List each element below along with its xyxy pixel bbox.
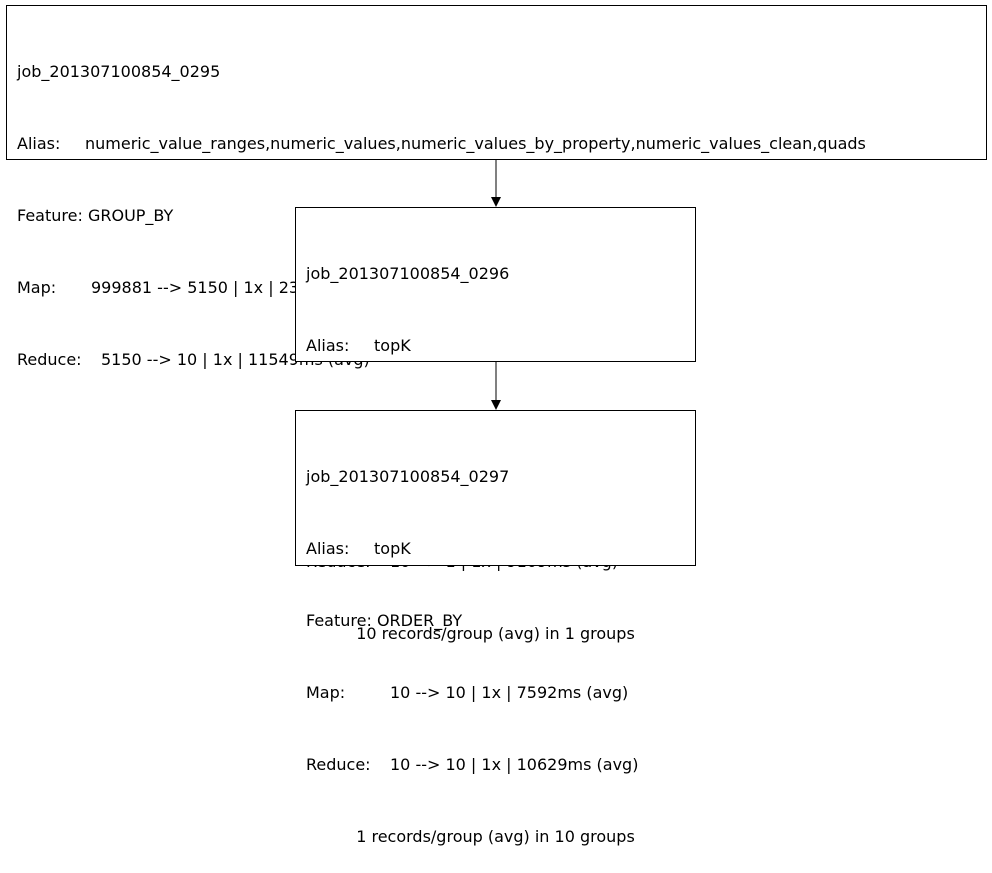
reduce-label: Reduce: <box>306 755 371 774</box>
feature-label: Feature: <box>306 611 372 630</box>
reduce-value: 10 --> 10 | 1x | 10629ms (avg) <box>390 755 639 774</box>
map-label: Map: <box>17 278 57 297</box>
alias-row: Alias: topK <box>306 334 685 358</box>
reduce-row: Reduce: 10 --> 10 | 1x | 10629ms (avg) <box>306 753 685 777</box>
alias-label: Alias: <box>17 134 61 153</box>
map-value: 10 --> 10 | 1x | 7592ms (avg) <box>390 683 629 702</box>
job-id: job_201307100854_0295 <box>17 62 221 81</box>
alias-label: Alias: <box>306 336 350 355</box>
job-id: job_201307100854_0296 <box>306 264 510 283</box>
alias-row: Alias: numeric_value_ranges,numeric_value… <box>17 132 976 156</box>
feature-value: ORDER_BY <box>376 611 463 630</box>
job-node-0295: job_201307100854_0295 Alias: numeric_valu… <box>6 5 987 441</box>
reduce-label: Reduce: <box>17 350 82 369</box>
summary: 1 records/group (avg) in 10 groups <box>356 827 635 846</box>
feature-label: Feature: <box>17 206 83 225</box>
job-node-0297: job_201307100854_0297 Alias: topK Feature… <box>295 410 696 846</box>
alias-value: topK <box>374 336 411 355</box>
alias-row: Alias: topK <box>306 537 685 561</box>
map-row: Map: 10 --> 10 | 1x | 7592ms (avg) <box>306 681 685 705</box>
alias-value: numeric_value_ranges,numeric_values,nume… <box>85 134 866 153</box>
alias-label: Alias: <box>306 539 350 558</box>
feature-value: GROUP_BY <box>87 206 174 225</box>
job-id: job_201307100854_0297 <box>306 467 510 486</box>
feature-row: Feature: ORDER_BY <box>306 609 685 633</box>
alias-value: topK <box>374 539 411 558</box>
feature-row: Feature: GROUP_BY <box>17 204 976 228</box>
map-label: Map: <box>306 683 346 702</box>
job-node-0296: job_201307100854_0296 Alias: topK Feature… <box>295 207 696 643</box>
